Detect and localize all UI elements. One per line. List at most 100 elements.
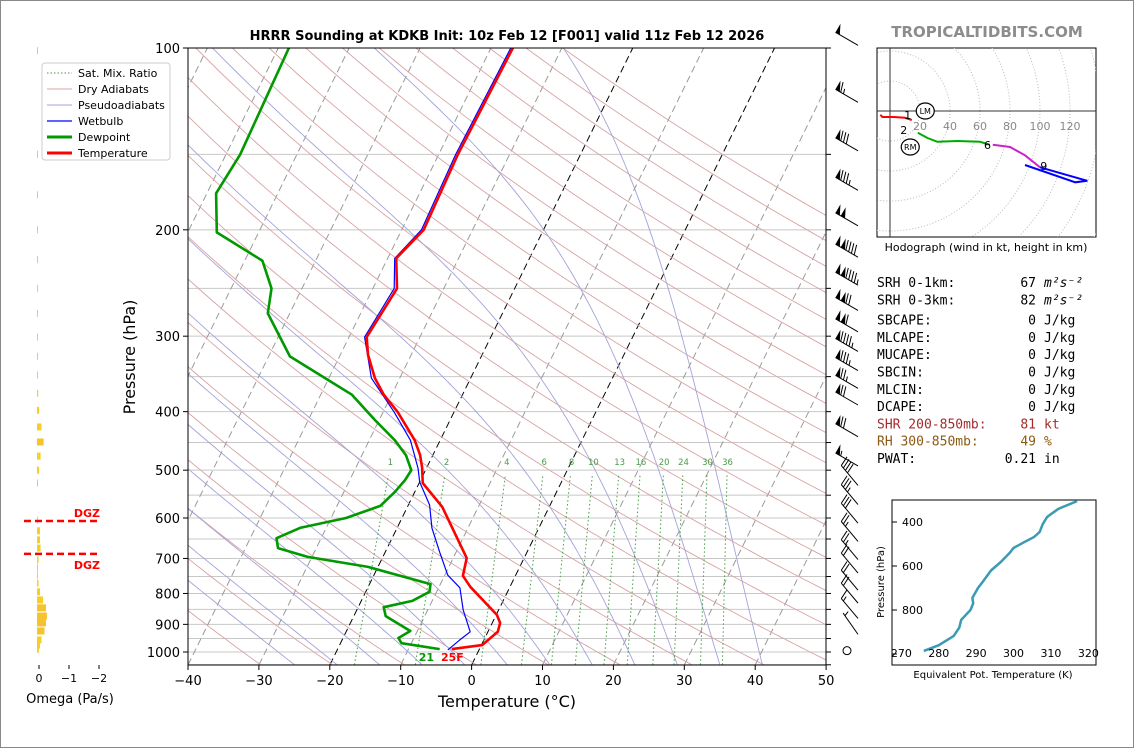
legend: Sat. Mix. Ratio Dry Adiabats Pseudoadiabat… (41, 62, 171, 161)
pseudoadiabat (188, 144, 636, 665)
y-tick-label: 300 (155, 330, 180, 345)
stat-unit: in (1044, 452, 1060, 467)
barb-flag (835, 348, 841, 361)
barb-staff (835, 452, 859, 467)
omega-tick-label: 0 (36, 672, 43, 685)
barb-full (840, 589, 848, 599)
omega-bar (37, 406, 40, 414)
omega-bar (37, 191, 38, 199)
dry-adiabat (188, 194, 826, 626)
barb-full (842, 369, 847, 381)
omega-bar (37, 256, 38, 264)
barb-full (842, 132, 847, 143)
stat-label: SRH 0-1km: (877, 276, 955, 291)
barb-staff (835, 212, 859, 227)
wind-barb (840, 456, 859, 486)
mixing-ratio-label: 16 (635, 458, 646, 468)
stat-unit: m²s⁻² (1043, 293, 1083, 308)
dewpoint-line (214, 48, 440, 651)
barb-staff (835, 243, 859, 258)
barb-flag (840, 266, 846, 278)
barb-flag (835, 204, 841, 216)
pseudoadiabat (374, 48, 721, 665)
isotherm (188, 48, 492, 665)
dry-adiabat (195, 48, 826, 494)
x-tick-label: −30 (245, 674, 272, 689)
mixing-ratio-label: 1 (388, 458, 393, 468)
barb-staff (835, 318, 859, 333)
barb-staff (835, 176, 859, 191)
stat-unit: J/kg (1044, 400, 1075, 415)
temperature-line (365, 48, 515, 651)
barb-flag (835, 129, 841, 141)
barb-full (844, 499, 852, 509)
legend-label-dewpoint: Dewpoint (78, 131, 131, 144)
mixing-ratio-line (353, 475, 389, 665)
barb-staff (835, 338, 859, 352)
theta-e-x-tick-label: 270 (891, 647, 912, 660)
x-tick-label: 0 (467, 674, 475, 689)
stat-value: 81 (1020, 417, 1036, 432)
dry-adiabat (188, 366, 621, 665)
pseudoadiabat (188, 507, 380, 665)
stat-unit: J/kg (1044, 366, 1075, 381)
omega-bar (37, 47, 38, 55)
barb-staff (835, 423, 859, 438)
barb-flag (840, 238, 846, 250)
barb-full (845, 267, 849, 279)
barb-staff (840, 598, 859, 619)
barb-full (845, 314, 849, 325)
mixing-ratio-label: 36 (722, 458, 733, 468)
barb-full (842, 496, 850, 507)
omega-bar (37, 479, 38, 487)
omega-bar (37, 371, 38, 379)
barb-full (842, 546, 850, 556)
wind-barb (835, 263, 859, 286)
barb-full (840, 475, 848, 485)
skewt-axes: −40 −30 −20 −10 0 10 20 30 40 50 100 200 300 400 500 60… (147, 42, 834, 689)
omega-bar (37, 352, 38, 360)
stat-unit: J/kg (1044, 314, 1075, 329)
isotherm (754, 519, 826, 665)
mixing-ratio-label: 2 (444, 458, 449, 468)
pseudoadiabat (188, 238, 593, 665)
theta-e-y-tick-label: 600 (902, 560, 923, 573)
barb-staff (840, 552, 859, 574)
barb-full (850, 243, 855, 254)
pseudoadiabat (563, 48, 763, 665)
barb-staff (835, 31, 859, 46)
barb-staff (835, 297, 859, 311)
dry-adiabat (188, 459, 477, 665)
hodograph-ring-label: 60 (973, 120, 987, 133)
key-isotherm (471, 48, 775, 665)
barb-full (845, 353, 850, 364)
watermark: TROPICALTIDBITS.COM (891, 23, 1083, 41)
x-tick-label: 10 (534, 674, 551, 689)
pseudoadiabat (188, 312, 551, 665)
stat-label: PWAT: (877, 452, 916, 467)
stat-unit: % (1044, 435, 1052, 450)
legend-box (41, 62, 171, 161)
barb-full (844, 480, 852, 490)
omega-bar (37, 150, 38, 158)
barb-staff (835, 374, 859, 389)
wind-barb (842, 646, 852, 656)
barb-flag (835, 444, 841, 456)
mixing-ratio-line (574, 475, 593, 665)
barb-full (848, 241, 852, 252)
omega-bar (37, 527, 40, 535)
theta-e-x-tick-label: 310 (1040, 647, 1061, 660)
barb-half (844, 611, 849, 617)
omega-tick-label: −1 (61, 672, 77, 685)
dry-adiabat (268, 48, 826, 434)
pseudoadiabat (212, 48, 678, 665)
isotherm (400, 48, 705, 665)
barb-full (840, 512, 848, 522)
barb-full (848, 294, 852, 306)
skewt-axes-frame (187, 47, 827, 666)
stat-value: 0.21 (1005, 452, 1036, 467)
hodograph-ring-label: 40 (943, 120, 957, 133)
mixing-ratio-label: 20 (659, 458, 670, 468)
barb-staff (840, 521, 859, 542)
barb-flag (835, 310, 841, 322)
